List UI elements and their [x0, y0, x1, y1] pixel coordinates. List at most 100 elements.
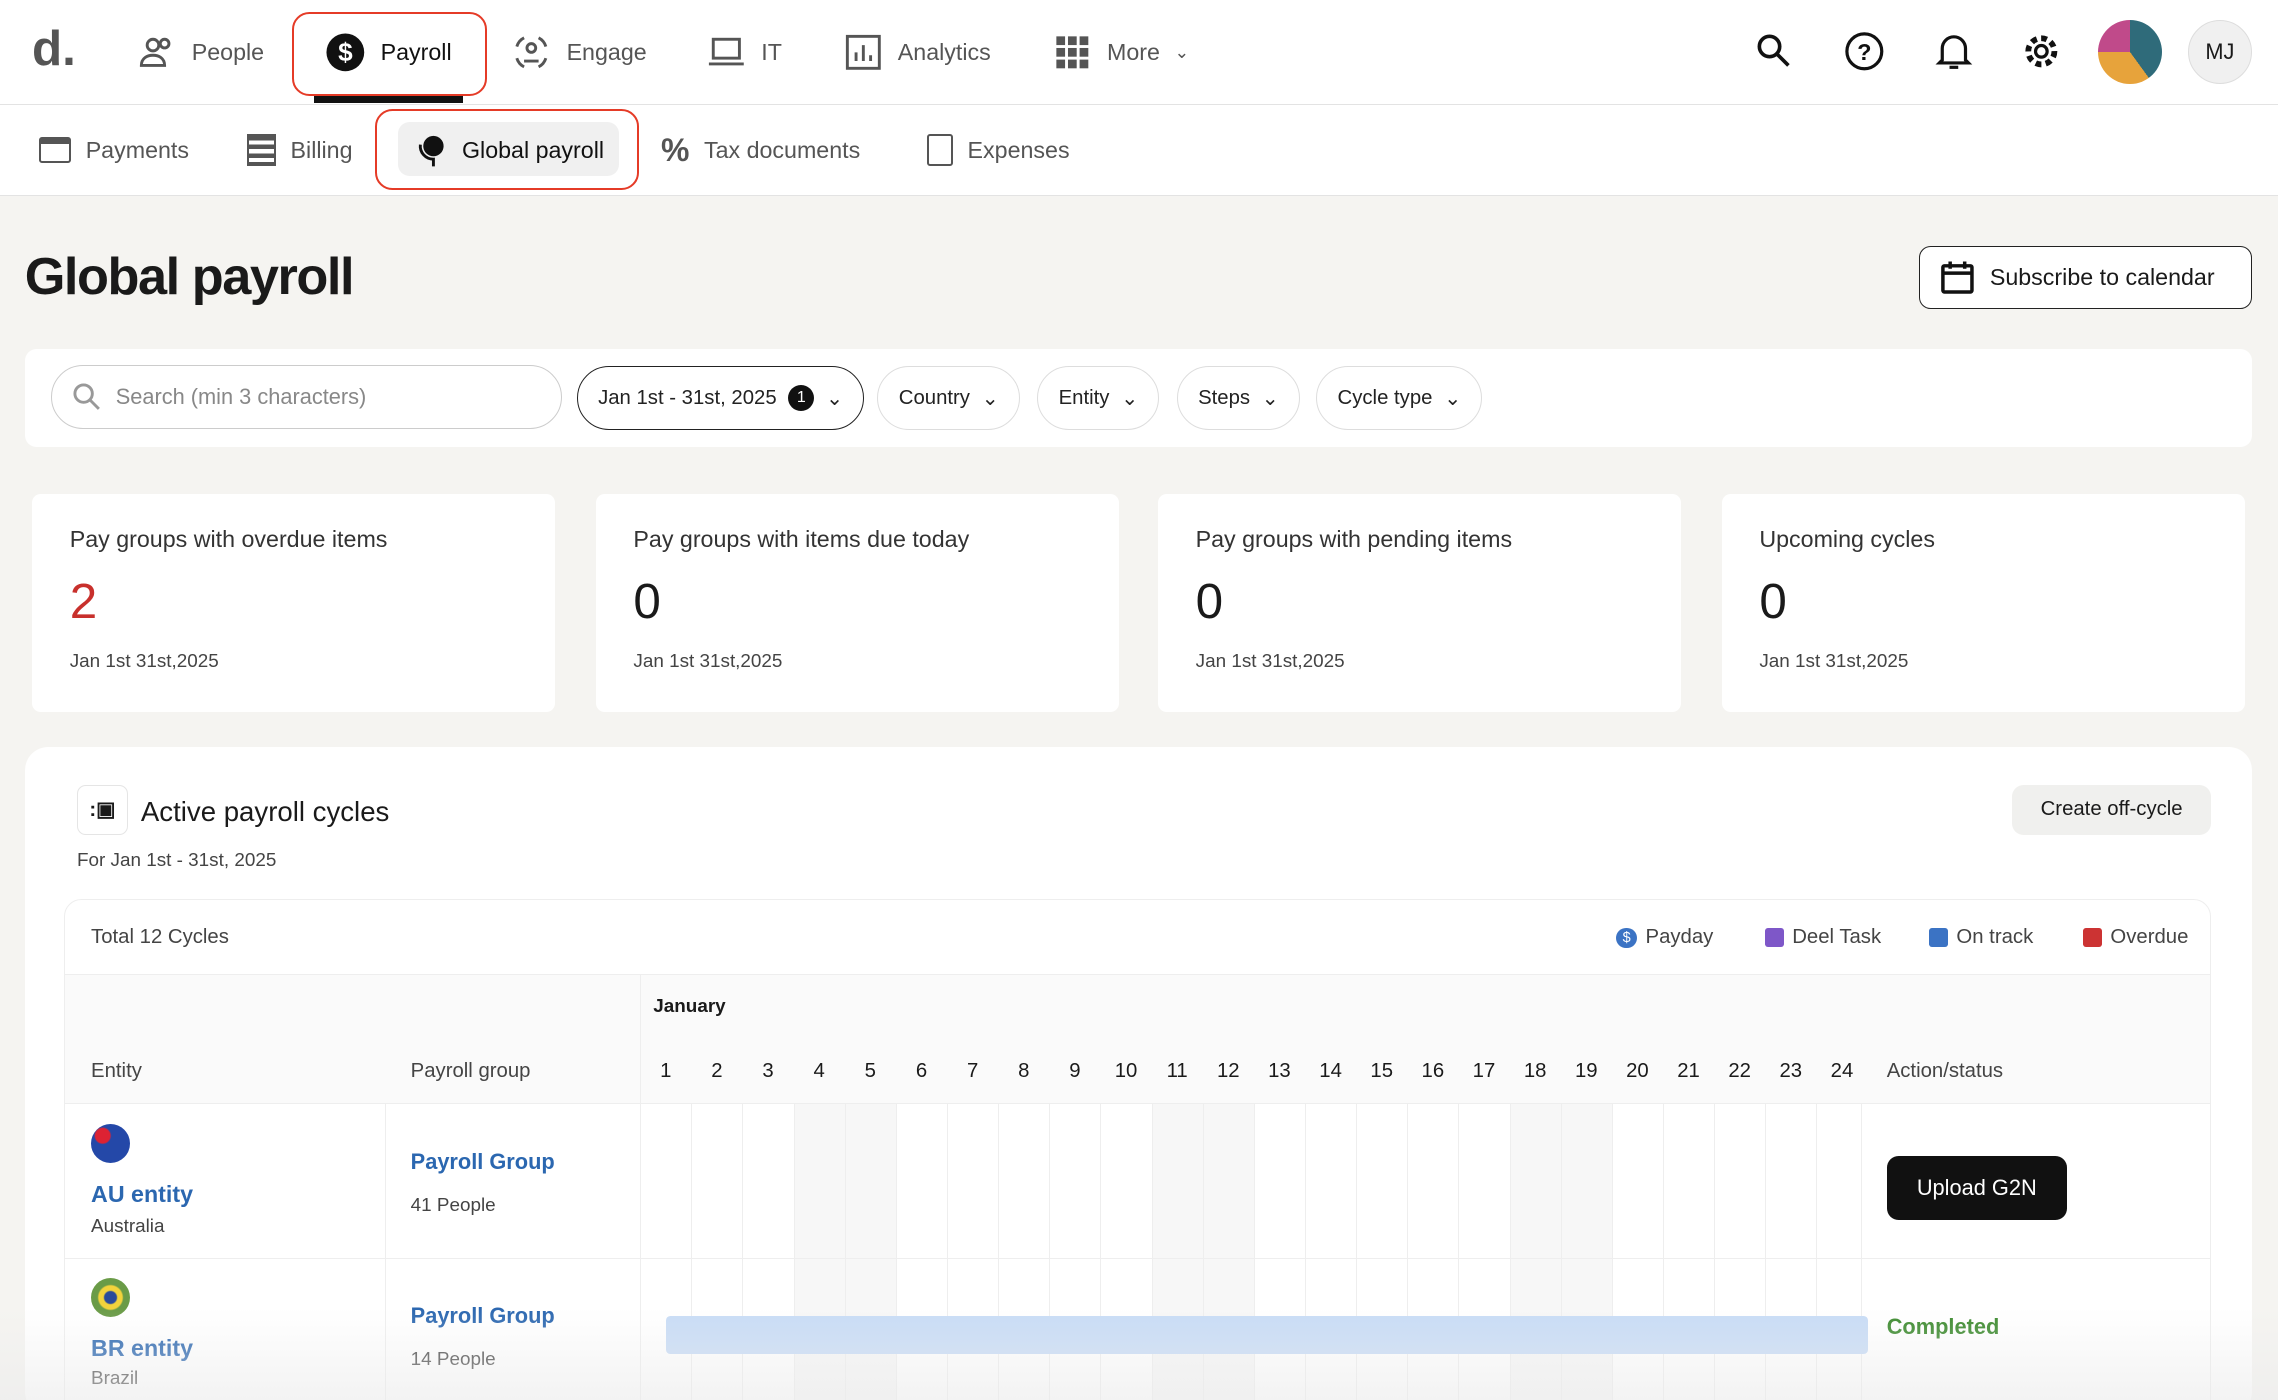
country-filter[interactable]: Country ⌄ [877, 366, 1020, 431]
stat-card-pending[interactable]: Pay groups with pending items 0 Jan 1st 31… [1157, 493, 1681, 712]
day-label: 11 [1166, 1060, 1188, 1083]
entity-country: Australia [91, 1215, 165, 1237]
header-action-status: Action/status [1886, 1060, 2004, 1083]
subnav-billing[interactable]: Billing [246, 105, 353, 197]
legend-payday: $ Payday [1616, 926, 1713, 949]
laptop-icon [708, 37, 744, 66]
stat-card-due-today[interactable]: Pay groups with items due today 0 Jan 1st … [595, 493, 1119, 712]
day-label: 15 [1370, 1060, 1394, 1083]
day-label: 3 [762, 1060, 774, 1083]
sub-nav: Payments Billing Global payroll % Tax doc… [0, 104, 2278, 197]
day-column [1049, 1103, 1100, 1400]
payroll-group-link[interactable]: Payroll Group [410, 1302, 555, 1328]
steps-filter[interactable]: Steps ⌄ [1176, 366, 1301, 431]
day-column [1151, 1103, 1203, 1400]
entity-link[interactable]: BR entity [91, 1334, 194, 1361]
day-column [1202, 1103, 1254, 1400]
date-filter[interactable]: Jan 1st - 31st, 2025 1 ⌄ [576, 366, 865, 431]
status-completed: Completed [1886, 1314, 2000, 1340]
legend-on-track: On track [1928, 926, 2033, 949]
highlight-box [374, 108, 640, 191]
nav-analytics[interactable]: Analytics [843, 0, 991, 105]
day-column [640, 1103, 691, 1400]
nav-it[interactable]: IT [706, 0, 782, 105]
user-avatar[interactable]: MJ [2187, 20, 2252, 85]
total-cycles: Total 12 Cycles [91, 926, 229, 949]
engage-icon [515, 36, 548, 69]
day-column [1509, 1103, 1561, 1400]
nav-people[interactable]: People [137, 0, 264, 105]
day-column [1253, 1103, 1305, 1400]
subnav-tax-documents[interactable]: % Tax documents [661, 131, 861, 168]
day-column [1714, 1103, 1765, 1400]
create-off-cycle-button[interactable]: Create off-cycle [2012, 784, 2212, 836]
receipt-icon [246, 134, 277, 167]
nav-more[interactable]: More ⌄ [1052, 0, 1189, 105]
australia-flag-icon [91, 1123, 131, 1164]
stat-card-upcoming[interactable]: Upcoming cycles 0 Jan 1st 31st,2025 [1721, 493, 2245, 712]
day-label: 24 [1830, 1060, 1854, 1083]
day-column [1662, 1103, 1714, 1400]
bell-icon[interactable] [1929, 26, 1978, 75]
header-entity: Entity [91, 1060, 142, 1083]
day-label: 7 [966, 1060, 979, 1083]
subnav-global-payroll[interactable]: Global payroll [416, 105, 604, 197]
legend-overdue: Overdue [2082, 926, 2188, 949]
payroll-group-link[interactable]: Payroll Group [410, 1148, 555, 1174]
day-column [691, 1103, 742, 1400]
percent-icon: % [661, 131, 690, 168]
divider [384, 1103, 386, 1400]
grid-icon [1056, 36, 1089, 69]
day-label: 1 [660, 1060, 672, 1083]
filter-count-badge: 1 [788, 384, 815, 412]
subnav-expenses[interactable]: Expenses [926, 105, 1070, 197]
deel-logo[interactable]: d. [31, 21, 76, 77]
divider [64, 1257, 2211, 1259]
day-column [1100, 1103, 1151, 1400]
search-input[interactable]: Search (min 3 characters) [50, 364, 563, 429]
day-label: 14 [1319, 1060, 1342, 1083]
day-column [1560, 1103, 1612, 1400]
subnav-payments[interactable]: Payments [39, 105, 189, 197]
cycle-type-filter[interactable]: Cycle type ⌄ [1316, 366, 1483, 431]
entity-filter[interactable]: Entity ⌄ [1037, 366, 1160, 431]
day-label: 2 [711, 1060, 723, 1083]
cash-icon: :▣ [76, 784, 128, 836]
help-icon[interactable]: ? [1839, 26, 1888, 75]
header-payroll-group: Payroll group [410, 1060, 531, 1083]
day-label: 18 [1523, 1060, 1547, 1083]
day-label: 9 [1069, 1060, 1081, 1083]
chevron-down-icon: ⌄ [1261, 387, 1279, 410]
day-column [895, 1103, 947, 1400]
day-label: 6 [915, 1060, 928, 1083]
day-label: 23 [1779, 1060, 1803, 1083]
chevron-down-icon: ⌄ [1444, 387, 1462, 410]
day-column [1458, 1103, 1509, 1400]
cycle-progress-bar[interactable] [666, 1315, 1868, 1354]
nav-payroll[interactable]: $ Payroll [325, 0, 452, 105]
day-label: 22 [1728, 1060, 1751, 1083]
day-label: 10 [1114, 1060, 1138, 1083]
workspace-avatar[interactable] [2097, 20, 2162, 85]
upload-g2n-button[interactable]: Upload G2N [1886, 1155, 2067, 1220]
svg-text:?: ? [1857, 39, 1871, 65]
people-count: 41 People [410, 1195, 496, 1217]
search-icon [73, 383, 101, 410]
divider [640, 974, 641, 1400]
section-title: Active payroll cycles [140, 796, 390, 828]
gear-icon[interactable] [2016, 26, 2065, 75]
day-column [793, 1103, 845, 1400]
day-column [947, 1103, 998, 1400]
nav-engage[interactable]: Engage [511, 0, 647, 105]
day-column [1765, 1103, 1816, 1400]
page-title: Global payroll [24, 247, 355, 306]
stat-card-overdue[interactable]: Pay groups with overdue items 2 Jan 1st 31… [31, 493, 555, 712]
day-label: 12 [1216, 1060, 1240, 1083]
search-icon[interactable] [1749, 26, 1798, 75]
month-label: January [653, 996, 726, 1018]
entity-link[interactable]: AU entity [91, 1180, 194, 1207]
day-column [844, 1103, 896, 1400]
day-label: 20 [1626, 1060, 1649, 1083]
calendar-icon [1941, 261, 1975, 294]
subscribe-calendar-button[interactable]: Subscribe to calendar [1919, 245, 2252, 310]
